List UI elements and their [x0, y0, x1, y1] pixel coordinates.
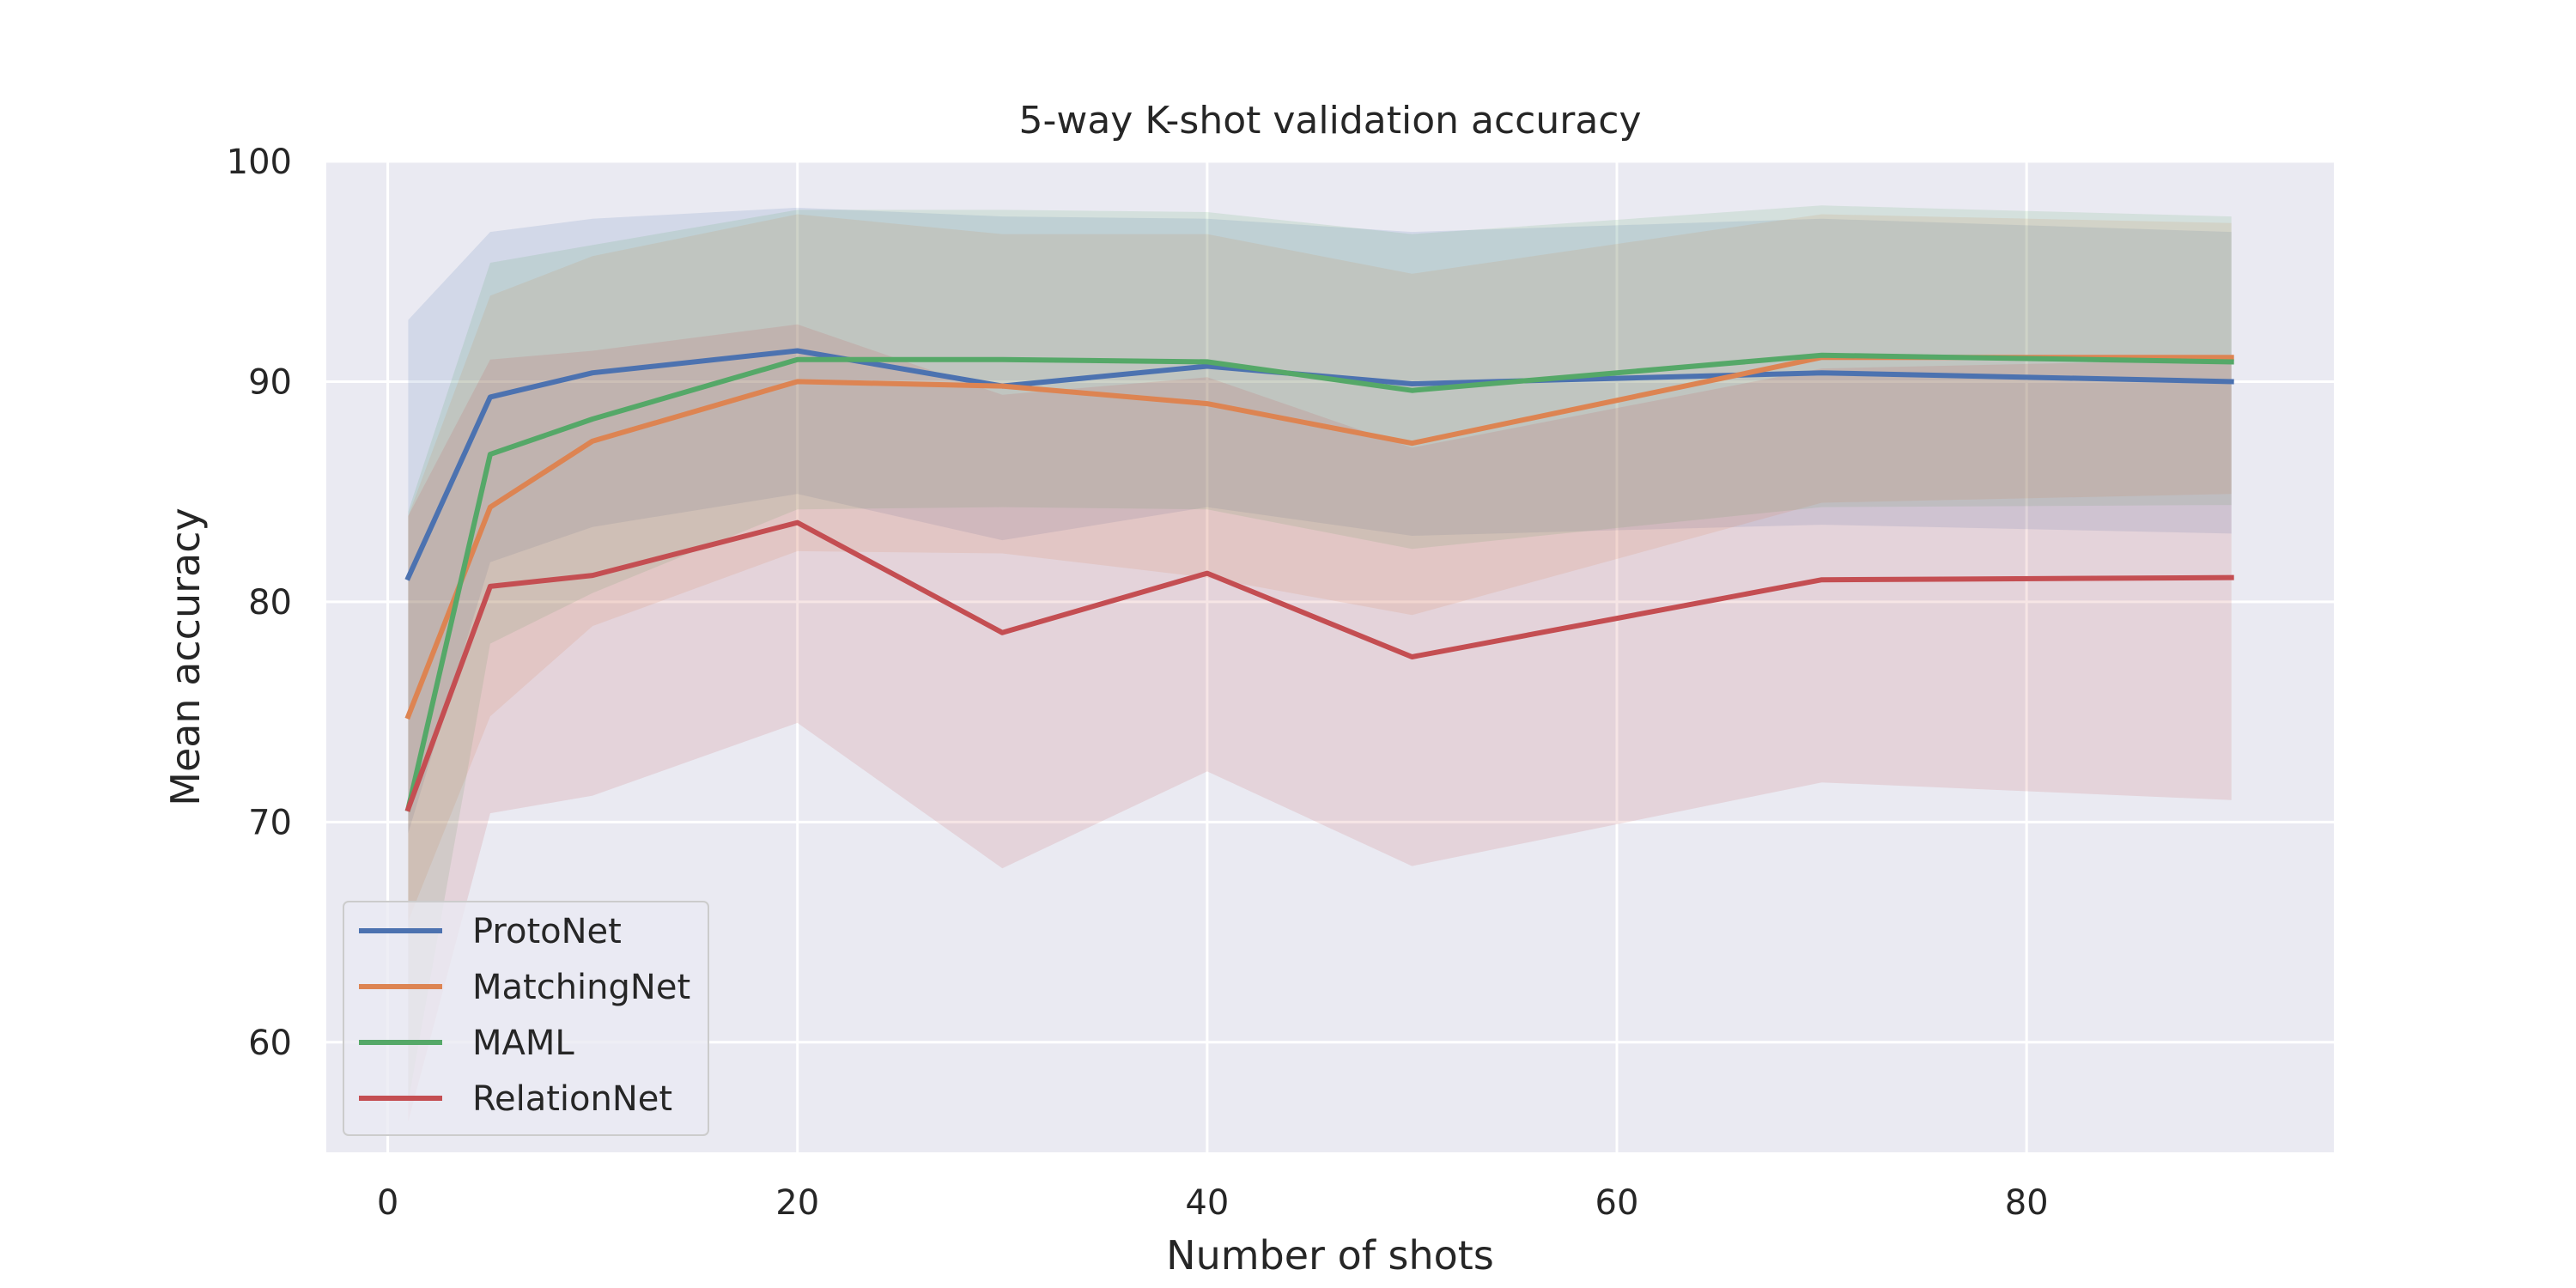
- x-tick-label: 60: [1595, 1183, 1639, 1223]
- grid-lines: [326, 160, 2334, 1152]
- x-tick-labels: 0 20 40 60 80: [377, 1183, 2049, 1223]
- x-tick-label: 20: [775, 1183, 819, 1223]
- y-tick-label: 70: [248, 803, 292, 842]
- line-matchingnet: [404, 355, 2234, 720]
- band-matchingnet: [408, 214, 2232, 921]
- legend-label-matchingnet: MatchingNet: [472, 968, 690, 1007]
- legend-label-protonet: ProtoNet: [472, 912, 622, 951]
- y-tick-label: 90: [248, 362, 292, 402]
- legend: ProtoNet MatchingNet MAML RelationNet: [343, 901, 709, 1136]
- y-axis-label: Mean accuracy: [162, 507, 209, 806]
- line-maml: [404, 352, 2234, 812]
- legend-frame: [343, 901, 709, 1136]
- y-tick-label: 60: [248, 1024, 292, 1063]
- band-maml: [408, 205, 2232, 1102]
- band-relationnet: [408, 324, 2232, 1122]
- x-axis-label: Number of shots: [1166, 1232, 1494, 1279]
- line-relationnet: [404, 519, 2234, 812]
- x-tick-label: 80: [2005, 1183, 2049, 1223]
- y-tick-label: 80: [248, 583, 292, 623]
- y-tick-labels: 60 70 80 90 100: [227, 143, 292, 1063]
- legend-label-maml: MAML: [472, 1024, 574, 1063]
- series-lines: [404, 348, 2234, 812]
- legend-label-relationnet: RelationNet: [472, 1079, 672, 1119]
- x-tick-label: 0: [377, 1183, 398, 1223]
- y-tick-label: 100: [227, 143, 292, 182]
- x-tick-label: 40: [1185, 1183, 1229, 1223]
- chart-title: 5-way K-shot validation accuracy: [1018, 99, 1641, 143]
